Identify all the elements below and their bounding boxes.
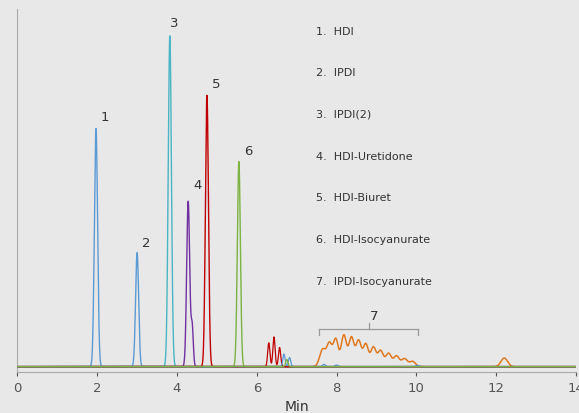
Text: 5.  HDI-Biuret: 5. HDI-Biuret	[316, 193, 391, 203]
Text: 1: 1	[101, 111, 109, 124]
Text: 5: 5	[212, 78, 220, 91]
X-axis label: Min: Min	[284, 399, 309, 413]
Text: 6.  HDI-Isocyanurate: 6. HDI-Isocyanurate	[316, 235, 430, 244]
Text: 1.  HDI: 1. HDI	[316, 26, 354, 37]
Text: 3.  IPDI(2): 3. IPDI(2)	[316, 110, 372, 120]
Text: 7.  IPDI-Isocyanurate: 7. IPDI-Isocyanurate	[316, 276, 432, 286]
Text: 2: 2	[142, 237, 151, 249]
Text: 6: 6	[244, 144, 252, 157]
Text: 2.  IPDI: 2. IPDI	[316, 68, 356, 78]
Text: 4: 4	[193, 179, 201, 192]
Text: 3: 3	[170, 17, 178, 30]
Text: 7: 7	[370, 309, 378, 322]
Text: 4.  HDI-Uretidone: 4. HDI-Uretidone	[316, 151, 413, 161]
